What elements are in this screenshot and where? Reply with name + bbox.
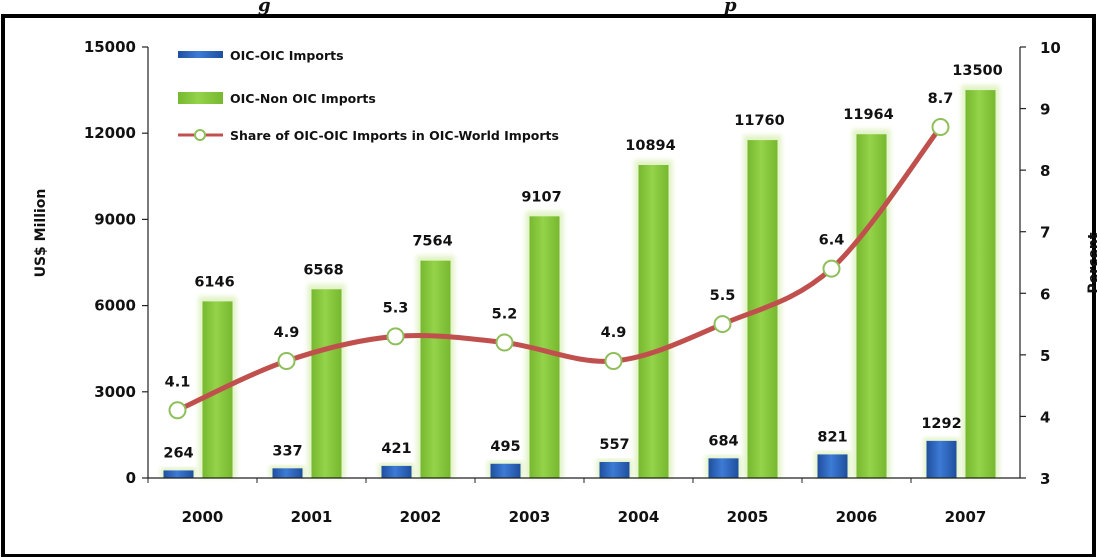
- y2-tick-label: 3: [1040, 470, 1050, 488]
- data-label-share: 4.9: [274, 325, 300, 341]
- y2-tick-label: 4: [1040, 408, 1050, 426]
- y2-tick-label: 5: [1040, 347, 1050, 365]
- data-label-oic-oic: 264: [163, 445, 193, 461]
- y2-tick-label: 8: [1040, 162, 1050, 180]
- share-point: [386, 327, 405, 346]
- share-point: [604, 352, 623, 371]
- share-point: [713, 315, 732, 334]
- bar-oic-non-oic: [856, 134, 887, 478]
- share-point: [931, 118, 950, 137]
- x-tick-label: 2005: [727, 508, 769, 526]
- data-label-oic-non-oic: 10894: [625, 138, 675, 154]
- bar-oic-oic: [599, 461, 630, 478]
- data-label-oic-non-oic: 6568: [303, 262, 343, 278]
- bar-oic-non-oic: [638, 164, 669, 478]
- legend-label-oic-non-oic: OIC-Non OIC Imports: [230, 91, 376, 106]
- data-label-oic-oic: 421: [381, 441, 411, 457]
- y2-tick-label: 9: [1040, 101, 1050, 119]
- data-label-oic-oic: 337: [272, 443, 302, 459]
- share-point: [495, 333, 514, 352]
- y-tick-label: 15000: [84, 38, 136, 56]
- data-label-share: 4.1: [165, 374, 191, 390]
- data-label-oic-oic: 495: [490, 439, 520, 455]
- y-tick-label: 12000: [84, 124, 136, 142]
- x-tick-label: 2002: [400, 508, 442, 526]
- data-label-oic-oic: 1292: [921, 416, 961, 432]
- data-label-share: 5.3: [383, 300, 409, 316]
- bar-oic-oic: [163, 470, 194, 478]
- data-label-oic-non-oic: 11964: [843, 107, 893, 123]
- share-point: [168, 401, 187, 420]
- data-label-oic-oic: 557: [599, 437, 629, 453]
- data-label-oic-non-oic: 11760: [734, 113, 784, 129]
- x-tick-label: 2007: [945, 508, 987, 526]
- data-label-oic-non-oic: 6146: [194, 274, 234, 290]
- y2-tick-label: 10: [1040, 39, 1061, 57]
- bar-oic-oic: [381, 465, 412, 478]
- data-label-oic-non-oic: 13500: [952, 63, 1002, 79]
- data-label-oic-oic: 821: [817, 429, 847, 445]
- data-label-oic-non-oic: 9107: [521, 189, 561, 205]
- share-point: [822, 259, 841, 278]
- data-label-oic-oic: 684: [708, 433, 738, 449]
- y2-tick-label: 6: [1040, 285, 1050, 303]
- y-tick-label: 6000: [94, 297, 136, 315]
- bar-oic-non-oic: [311, 289, 342, 478]
- bar-oic-oic: [926, 440, 957, 478]
- bar-oic-oic: [708, 458, 739, 478]
- chart-title-fragment-2: p: [724, 0, 737, 16]
- y-tick-label: 3000: [94, 383, 136, 401]
- legend-label-share: Share of OIC-OIC Imports in OIC-World Im…: [230, 128, 559, 143]
- bar-oic-oic: [817, 454, 848, 478]
- x-tick-label: 2003: [509, 508, 551, 526]
- y2-tick-label: 7: [1040, 224, 1050, 242]
- y-tick-label: 9000: [94, 210, 136, 228]
- data-label-oic-non-oic: 7564: [412, 234, 452, 250]
- data-label-share: 5.5: [710, 288, 736, 304]
- chart-border: [1, 14, 1096, 557]
- bar-oic-non-oic: [965, 90, 996, 478]
- x-tick-label: 2004: [618, 508, 660, 526]
- legend: OIC-OIC Imports OIC-Non OIC Imports Shar…: [178, 48, 559, 143]
- x-tick-label: 2001: [291, 508, 333, 526]
- x-tick-label: 2006: [836, 508, 878, 526]
- data-label-share: 8.7: [928, 91, 954, 107]
- chart-title-fragment: g: [258, 0, 271, 16]
- legend-swatch-oic-oic: [178, 51, 223, 58]
- y2-axis-title: Percent: [1086, 232, 1097, 293]
- legend-label-oic-oic: OIC-OIC Imports: [230, 48, 344, 63]
- x-tick-label: 2000: [182, 508, 224, 526]
- data-label-share: 6.4: [819, 233, 845, 249]
- bar-oic-non-oic: [420, 260, 451, 478]
- data-label-share: 4.9: [601, 325, 627, 341]
- y-axis-title: US$ Million: [33, 189, 49, 278]
- share-point: [277, 352, 296, 371]
- bar-oic-oic: [490, 463, 521, 478]
- legend-marker-share: [194, 129, 206, 141]
- data-label-share: 5.2: [492, 307, 518, 323]
- bar-oic-oic: [272, 468, 303, 478]
- legend-swatch-oic-non-oic: [178, 92, 223, 104]
- y-tick-label: 0: [126, 469, 136, 487]
